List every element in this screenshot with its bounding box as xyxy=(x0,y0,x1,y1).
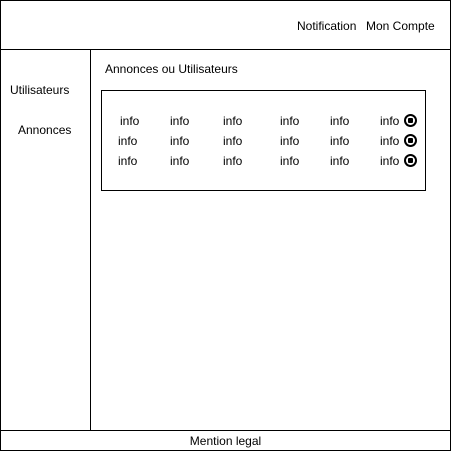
my-account-link[interactable]: Mon Compte xyxy=(366,19,435,33)
table-cell: info xyxy=(223,134,243,148)
sidebar-item-ads[interactable]: Annonces xyxy=(18,123,72,137)
table-cell: info xyxy=(280,114,300,128)
table-cell: info xyxy=(330,114,350,128)
legal-mention-link[interactable]: Mention legal xyxy=(189,434,262,448)
table-cell: info xyxy=(170,154,190,168)
table-cell: info xyxy=(118,134,138,148)
top-bar: Notification Mon Compte xyxy=(0,0,451,50)
sidebar-item-users[interactable]: Utilisateurs xyxy=(10,83,70,97)
table-cell: info xyxy=(280,154,300,168)
table-cell: info xyxy=(223,114,243,128)
table-cell: info xyxy=(120,114,140,128)
table-cell: info xyxy=(330,134,350,148)
table-cell: info xyxy=(280,134,300,148)
table-cell: info xyxy=(330,154,350,168)
data-table: info info info info info info info info … xyxy=(101,90,426,191)
delete-icon[interactable] xyxy=(404,114,417,127)
table-cell: info xyxy=(380,134,400,148)
table-cell: info xyxy=(118,154,138,168)
table-cell: info xyxy=(170,134,190,148)
table-cell: info xyxy=(380,114,400,128)
sidebar: Utilisateurs Annonces xyxy=(0,50,91,430)
page-title: Annonces ou Utilisateurs xyxy=(105,62,238,76)
footer: Mention legal xyxy=(0,430,451,451)
table-cell: info xyxy=(223,154,243,168)
notification-link[interactable]: Notification xyxy=(297,19,357,33)
delete-icon[interactable] xyxy=(404,134,417,147)
table-cell: info xyxy=(170,114,190,128)
delete-icon[interactable] xyxy=(404,154,417,167)
table-cell: info xyxy=(380,154,400,168)
